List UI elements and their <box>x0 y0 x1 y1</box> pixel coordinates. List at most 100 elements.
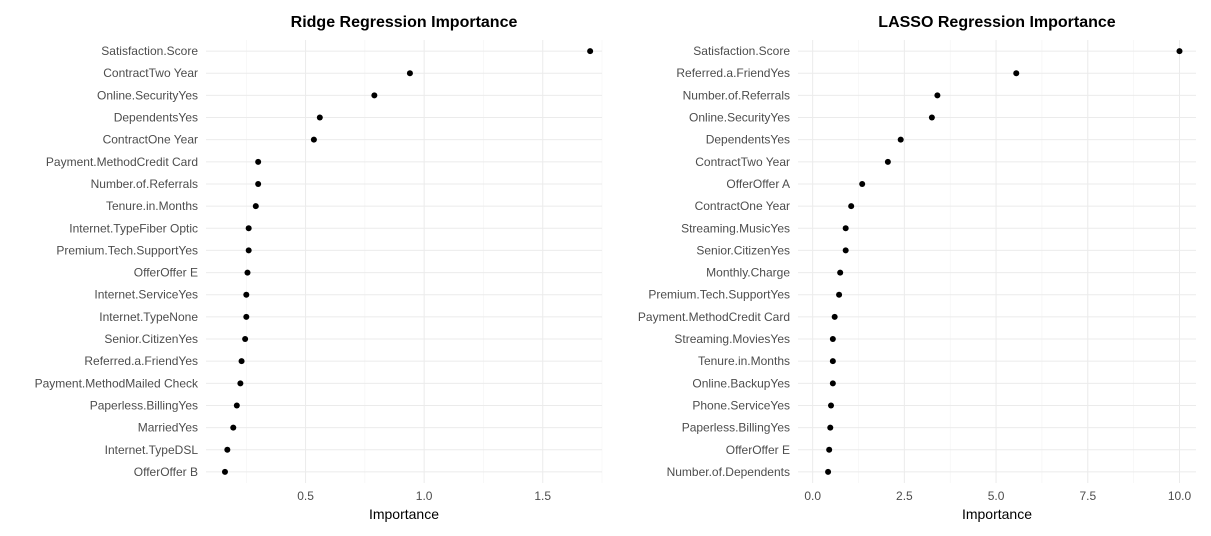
ridge-y-tick-label: Internet.TypeDSL <box>105 443 199 457</box>
lasso-x-tick-label: 7.5 <box>1079 489 1096 503</box>
lasso-y-tick-label: Premium.Tech.SupportYes <box>648 288 790 302</box>
lasso-point <box>859 180 866 187</box>
ridge-y-tick-label: OfferOffer B <box>134 465 198 479</box>
ridge-point <box>255 158 262 165</box>
ridge-point <box>310 136 317 143</box>
lasso-y-tick-label: Referred.a.FriendYes <box>676 66 790 80</box>
ridge-y-tick-label: Premium.Tech.SupportYes <box>56 243 198 257</box>
ridge-point <box>406 70 413 77</box>
ridge-y-tick-label: Internet.ServiceYes <box>94 288 198 302</box>
ridge-point <box>243 291 250 298</box>
lasso-point <box>828 402 835 409</box>
lasso-chart-title: LASSO Regression Importance <box>878 14 1115 31</box>
ridge-y-tick-label: Referred.a.FriendYes <box>84 354 198 368</box>
ridge-point <box>221 468 228 475</box>
ridge-point <box>242 336 249 343</box>
lasso-y-tick-label: Paperless.BillingYes <box>682 421 790 435</box>
ridge-y-tick-label: Satisfaction.Score <box>101 44 198 58</box>
lasso-point <box>836 291 843 298</box>
ridge-y-tick-label: Paperless.BillingYes <box>90 398 198 412</box>
ridge-point <box>237 380 244 387</box>
lasso-point <box>1176 48 1183 55</box>
lasso-point <box>837 269 844 276</box>
lasso-y-tick-label: Online.BackupYes <box>692 376 790 390</box>
lasso-point <box>829 358 836 365</box>
lasso-y-axis-labels: Satisfaction.Score Referred.a.FriendYes Nu… <box>638 44 790 479</box>
lasso-point <box>825 468 832 475</box>
ridge-points <box>221 48 594 475</box>
lasso-point <box>897 136 904 143</box>
lasso-y-tick-label: Monthly.Charge <box>706 266 790 280</box>
ridge-x-axis-title: Importance <box>369 506 439 522</box>
ridge-y-tick-label: Payment.MethodMailed Check <box>35 376 199 390</box>
ridge-y-tick-label: Payment.MethodCredit Card <box>46 155 198 169</box>
ridge-point <box>371 92 378 99</box>
lasso-y-tick-label: Tenure.in.Months <box>698 354 790 368</box>
ridge-grid <box>206 40 603 483</box>
lasso-x-tick-label: 5.0 <box>988 489 1005 503</box>
ridge-chart-title: Ridge Regression Importance <box>291 14 518 31</box>
ridge-x-tick-label: 1.0 <box>416 489 433 503</box>
ridge-point <box>316 114 323 121</box>
ridge-y-tick-label: Online.SecurityYes <box>97 88 198 102</box>
lasso-y-tick-label: Satisfaction.Score <box>693 44 790 58</box>
lasso-y-tick-label: Payment.MethodCredit Card <box>638 310 790 324</box>
ridge-y-tick-label: Internet.TypeFiber Optic <box>69 221 198 235</box>
lasso-y-tick-label: Streaming.MoviesYes <box>674 332 790 346</box>
lasso-y-tick-label: ContractOne Year <box>695 199 790 213</box>
lasso-point <box>829 336 836 343</box>
lasso-x-tick-label: 0.0 <box>804 489 821 503</box>
ridge-x-tick-label: 1.5 <box>534 489 551 503</box>
lasso-point <box>1013 70 1020 77</box>
ridge-y-tick-label: ContractTwo Year <box>103 66 198 80</box>
lasso-point <box>827 424 834 431</box>
ridge-x-axis-ticks: 0.5 1.0 1.5 <box>297 489 551 503</box>
ridge-point <box>238 358 245 365</box>
lasso-point <box>934 92 941 99</box>
ridge-y-tick-label: Internet.TypeNone <box>99 310 198 324</box>
lasso-y-tick-label: Senior.CitizenYes <box>696 243 790 257</box>
ridge-point <box>252 203 259 210</box>
ridge-point <box>587 48 594 55</box>
ridge-y-tick-label: OfferOffer E <box>134 266 198 280</box>
lasso-y-tick-label: Number.of.Referrals <box>683 88 790 102</box>
lasso-y-tick-label: OfferOffer E <box>726 443 790 457</box>
ridge-y-tick-label: Number.of.Referrals <box>91 177 198 191</box>
lasso-point <box>848 203 855 210</box>
ridge-chart-panel: Ridge Regression Importance Satisfaction… <box>35 14 603 522</box>
ridge-y-axis-labels: Satisfaction.Score ContractTwo Year Online… <box>35 44 199 479</box>
ridge-y-tick-label: Senior.CitizenYes <box>104 332 198 346</box>
lasso-point <box>884 158 891 165</box>
ridge-y-tick-label: Tenure.in.Months <box>106 199 198 213</box>
ridge-point <box>230 424 237 431</box>
ridge-point <box>245 247 252 254</box>
lasso-y-tick-label: Online.SecurityYes <box>689 111 790 125</box>
lasso-chart-panel: LASSO Regression Importance Satisfaction… <box>638 14 1196 522</box>
lasso-point <box>842 247 849 254</box>
lasso-points <box>825 48 1183 475</box>
lasso-point <box>826 446 833 453</box>
ridge-point <box>233 402 240 409</box>
lasso-x-axis-ticks: 0.0 2.5 5.0 7.5 10.0 <box>804 489 1191 503</box>
ridge-point <box>224 446 231 453</box>
ridge-point <box>255 180 262 187</box>
lasso-y-tick-label: Number.of.Dependents <box>667 465 790 479</box>
ridge-y-tick-label: MarriedYes <box>138 421 198 435</box>
lasso-y-tick-label: Streaming.MusicYes <box>681 221 790 235</box>
ridge-x-tick-label: 0.5 <box>297 489 314 503</box>
lasso-y-tick-label: DependentsYes <box>706 133 790 147</box>
lasso-point <box>831 313 838 320</box>
ridge-point <box>244 269 251 276</box>
ridge-y-tick-label: ContractOne Year <box>103 133 198 147</box>
lasso-y-tick-label: Phone.ServiceYes <box>692 398 790 412</box>
lasso-x-axis-title: Importance <box>962 506 1032 522</box>
lasso-point <box>842 225 849 232</box>
lasso-x-tick-label: 10.0 <box>1168 489 1192 503</box>
lasso-x-tick-label: 2.5 <box>896 489 913 503</box>
ridge-y-tick-label: DependentsYes <box>114 111 198 125</box>
lasso-y-tick-label: ContractTwo Year <box>695 155 790 169</box>
ridge-point <box>245 225 252 232</box>
ridge-point <box>243 313 250 320</box>
lasso-grid <box>798 40 1196 483</box>
